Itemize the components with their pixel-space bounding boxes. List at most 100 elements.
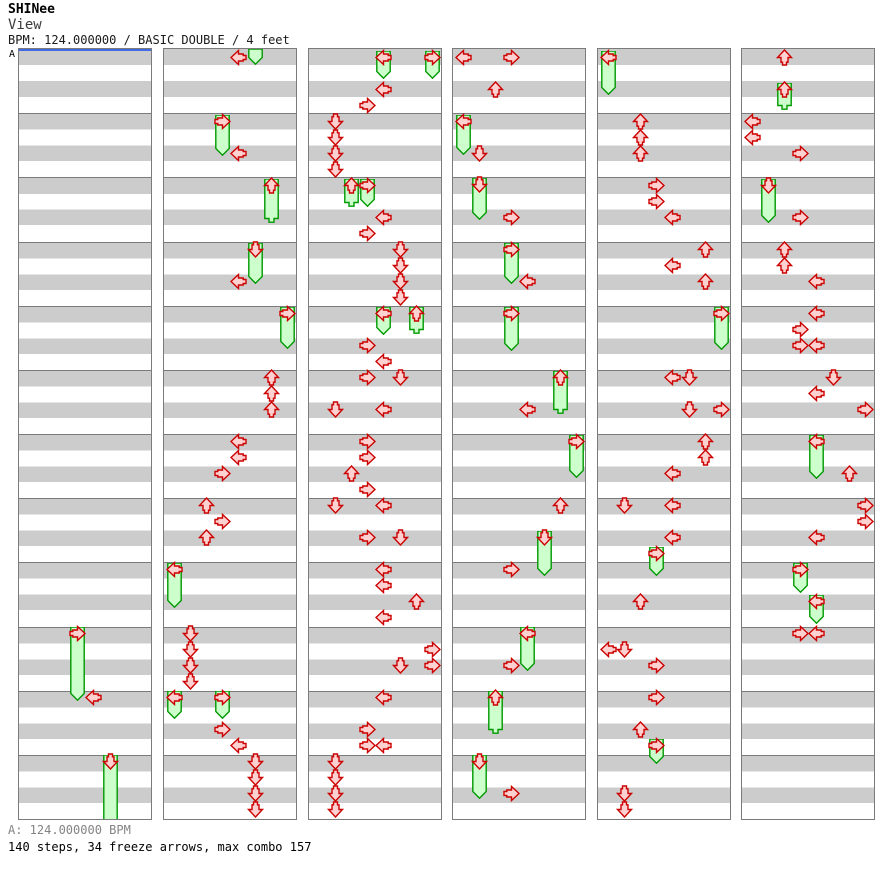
left-arrow-note — [454, 49, 472, 66]
right-arrow-note — [69, 624, 87, 642]
right-arrow-note — [359, 96, 377, 114]
measure-row — [309, 690, 441, 755]
up-arrow-note — [631, 592, 649, 610]
freeze-arrow-body — [102, 755, 118, 819]
measure-row — [453, 113, 585, 178]
up-arrow-note — [262, 400, 280, 418]
measure-row — [164, 498, 296, 563]
left-arrow-note — [664, 208, 681, 226]
up-arrow-note — [486, 688, 504, 706]
up-arrow-note — [696, 432, 714, 450]
left-arrow-note — [165, 688, 183, 706]
right-arrow-note — [503, 560, 521, 578]
down-arrow-note — [615, 496, 633, 514]
measure-row — [309, 754, 441, 819]
left-arrow-note — [808, 304, 825, 322]
measure-row — [598, 177, 730, 242]
measure-row — [453, 690, 585, 755]
left-arrow-note — [664, 464, 681, 482]
down-arrow-note — [181, 640, 199, 658]
measure-row — [164, 434, 296, 499]
freeze-arrow-body — [536, 531, 552, 576]
right-arrow-note — [648, 544, 666, 562]
measure-row — [19, 434, 151, 499]
left-arrow-note — [375, 352, 392, 370]
right-arrow-note — [214, 720, 232, 738]
freeze-arrow-body — [70, 627, 85, 701]
measure-row — [19, 498, 151, 563]
measure-row — [742, 754, 874, 819]
measure-row — [742, 49, 874, 114]
freeze-arrow-body — [166, 563, 182, 608]
up-arrow-note — [342, 464, 360, 482]
measure-row — [19, 305, 151, 370]
left-arrow-note — [375, 80, 392, 98]
down-arrow-note — [326, 160, 344, 178]
down-arrow-note — [391, 272, 409, 290]
measure-row — [164, 113, 296, 178]
chart-panel-3 — [308, 48, 442, 820]
down-arrow-note — [326, 144, 344, 162]
measure-row — [164, 754, 296, 819]
footer-stats-line: 140 steps, 34 freeze arrows, max combo 1… — [8, 840, 312, 854]
up-arrow-note — [262, 384, 280, 402]
right-arrow-note — [648, 688, 666, 706]
measure-row — [598, 369, 730, 434]
left-arrow-note — [230, 144, 247, 162]
right-arrow-note — [648, 656, 666, 674]
chart-panel-5 — [597, 48, 731, 820]
up-arrow-note — [407, 304, 425, 322]
measure-row — [19, 369, 151, 434]
up-arrow-note — [631, 112, 649, 130]
down-arrow-note — [391, 528, 409, 546]
measure-row — [19, 626, 151, 691]
up-arrow-note — [775, 240, 793, 258]
down-arrow-note — [181, 672, 199, 690]
measure-row — [19, 241, 151, 306]
left-arrow-note — [375, 736, 392, 754]
right-arrow-note — [424, 640, 441, 658]
chart-panel-4 — [452, 48, 586, 820]
measure-row — [598, 305, 730, 370]
right-arrow-note — [503, 49, 521, 66]
left-arrow-note — [375, 608, 392, 626]
up-arrow-note — [696, 272, 714, 290]
right-arrow-note — [359, 176, 377, 194]
right-arrow-note — [503, 208, 521, 226]
measure-row — [598, 562, 730, 627]
freeze-arrow-body — [247, 49, 263, 65]
measure-row — [19, 754, 151, 819]
left-arrow-note — [230, 736, 247, 754]
left-arrow-note — [519, 624, 536, 642]
left-arrow-note — [230, 272, 247, 290]
right-arrow-note — [857, 512, 874, 530]
left-arrow-note — [230, 49, 247, 66]
down-arrow-note — [326, 400, 344, 418]
down-arrow-note — [326, 768, 344, 786]
chart-panel-1 — [18, 48, 152, 820]
measure-row — [453, 305, 585, 370]
right-arrow-note — [713, 304, 730, 322]
left-arrow-note — [743, 128, 761, 146]
right-arrow-note — [359, 528, 377, 546]
right-arrow-note — [857, 496, 874, 514]
down-arrow-note — [326, 496, 344, 514]
measure-row — [309, 626, 441, 691]
down-arrow-note — [181, 624, 199, 642]
left-arrow-note — [519, 272, 536, 290]
measure-row — [19, 49, 151, 114]
measure-row — [19, 113, 151, 178]
right-arrow-note — [792, 336, 810, 354]
down-arrow-note — [326, 784, 344, 802]
up-arrow-note — [407, 592, 425, 610]
left-arrow-note — [454, 112, 472, 130]
left-arrow-note — [808, 336, 825, 354]
footer-bpm-line: A: 124.000000 BPM — [8, 823, 131, 837]
left-arrow-note — [743, 112, 761, 130]
measure-row — [309, 434, 441, 499]
down-arrow-note — [615, 784, 633, 802]
right-arrow-note — [359, 368, 377, 386]
measure-row — [598, 113, 730, 178]
measure-row — [164, 49, 296, 114]
measure-row — [309, 49, 441, 114]
